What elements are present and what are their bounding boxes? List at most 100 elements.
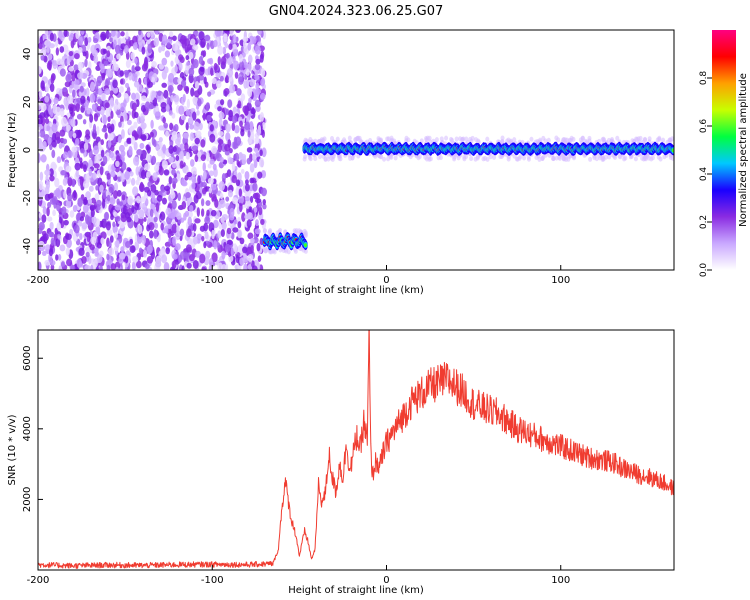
noise-cell xyxy=(52,209,56,217)
noise-cell xyxy=(89,244,95,251)
noise-cell xyxy=(185,86,189,95)
noise-cell xyxy=(92,104,96,112)
noise-cell xyxy=(166,42,171,49)
noise-cell xyxy=(62,87,68,93)
noise-cell xyxy=(232,49,238,57)
noise-cell xyxy=(192,96,198,104)
noise-cell xyxy=(140,169,147,180)
noise-cell xyxy=(167,72,175,83)
noise-cell xyxy=(96,125,100,136)
noise-cell xyxy=(137,224,143,235)
noise-cell xyxy=(52,104,57,115)
signal-halo xyxy=(450,137,455,143)
noise-cell xyxy=(201,266,207,270)
noise-cell xyxy=(221,213,229,221)
noise-cell xyxy=(106,172,111,180)
signal-halo xyxy=(382,156,387,162)
noise-cell xyxy=(68,66,75,72)
noise-cell xyxy=(230,232,235,240)
signal-halo xyxy=(263,246,268,252)
noise-cell xyxy=(97,234,102,245)
noise-cell xyxy=(95,225,101,235)
noise-cell xyxy=(250,108,256,115)
noise-cell xyxy=(254,90,260,99)
noise-cell xyxy=(146,171,151,178)
noise-cell xyxy=(125,59,131,69)
noise-cell xyxy=(138,209,145,220)
noise-cell xyxy=(137,36,143,46)
noise-cell xyxy=(207,66,211,76)
signal-halo xyxy=(636,136,641,142)
noise-cell xyxy=(88,158,93,168)
noise-cell xyxy=(95,136,101,143)
noise-cell xyxy=(96,80,102,87)
signal-halo xyxy=(481,156,486,162)
noise-cell xyxy=(179,150,185,160)
noise-cell xyxy=(179,228,185,237)
noise-cell xyxy=(108,183,115,194)
noise-cell xyxy=(47,136,52,146)
noise-cell xyxy=(232,227,239,233)
noise-cell xyxy=(75,169,79,178)
noise-cell xyxy=(117,136,122,144)
signal-halo xyxy=(417,154,422,160)
noise-cell xyxy=(207,91,212,97)
noise-cell xyxy=(83,196,88,205)
noise-cell xyxy=(240,93,246,102)
noise-cell xyxy=(145,152,151,162)
noise-cell xyxy=(186,200,191,207)
noise-cell xyxy=(87,36,92,43)
noise-cell xyxy=(180,34,187,45)
noise-cell xyxy=(73,64,79,72)
signal-halo xyxy=(500,139,505,145)
colorbar-ticks: 0.00.20.40.60.8 xyxy=(699,71,712,277)
noise-cell xyxy=(108,241,112,248)
noise-cell xyxy=(106,50,111,58)
noise-cell xyxy=(161,82,167,88)
noise-cell xyxy=(64,81,71,88)
noise-cell xyxy=(38,153,41,163)
signal-halo xyxy=(272,249,277,255)
noise-cell xyxy=(93,163,100,169)
noise-cell xyxy=(91,216,97,224)
noise-cell xyxy=(185,122,189,131)
signal-halo xyxy=(563,137,568,143)
noise-cell xyxy=(225,123,231,133)
noise-cell xyxy=(209,57,214,65)
noise-cell xyxy=(120,246,125,253)
noise-cell xyxy=(231,115,238,124)
noise-cell xyxy=(108,32,112,38)
noise-cell xyxy=(60,107,65,118)
noise-cell xyxy=(134,240,140,251)
noise-cell xyxy=(239,120,243,128)
noise-cell xyxy=(119,102,126,112)
noise-cell xyxy=(242,39,247,49)
noise-cell xyxy=(168,237,172,245)
noise-cell xyxy=(93,113,99,122)
noise-cell xyxy=(104,102,110,109)
noise-cell xyxy=(239,237,245,245)
noise-cell xyxy=(55,254,59,261)
noise-cell xyxy=(49,192,54,199)
noise-cell xyxy=(133,141,138,151)
noise-cell xyxy=(206,151,210,162)
noise-cell xyxy=(237,221,242,229)
noise-cell xyxy=(78,36,83,46)
noise-cell xyxy=(72,132,77,139)
noise-cell xyxy=(112,221,116,228)
noise-cell xyxy=(171,131,178,139)
noise-cell xyxy=(44,169,51,176)
noise-cell xyxy=(162,144,167,154)
noise-cell xyxy=(254,99,261,108)
noise-cell xyxy=(176,212,182,220)
noise-cell xyxy=(217,45,224,55)
noise-cell xyxy=(50,260,56,266)
noise-cell xyxy=(73,224,80,234)
noise-cell xyxy=(193,236,198,245)
noise-cell xyxy=(236,88,242,96)
signal-halo xyxy=(444,135,449,141)
noise-cell xyxy=(165,130,169,138)
noise-cell xyxy=(202,170,207,180)
noise-cell xyxy=(75,30,80,40)
noise-cell xyxy=(109,197,116,205)
